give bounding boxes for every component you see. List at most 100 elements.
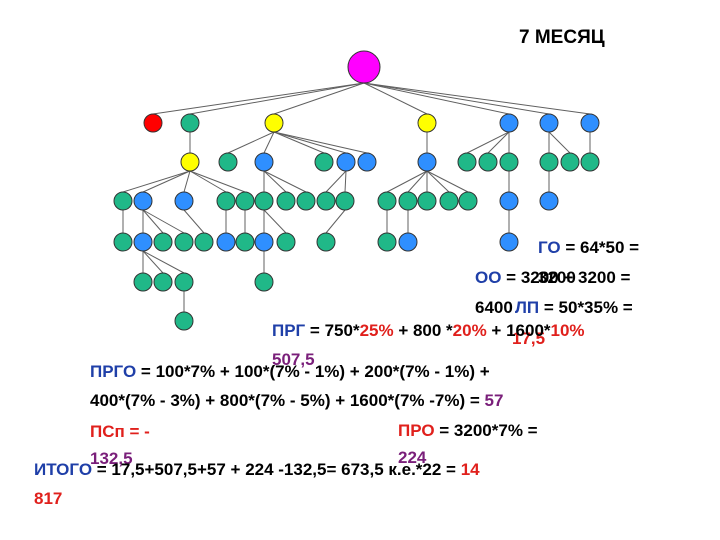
teal-node bbox=[314, 152, 334, 172]
tree-edge bbox=[183, 209, 205, 234]
tree-edge bbox=[407, 170, 428, 193]
teal-node bbox=[113, 232, 133, 252]
teal-node bbox=[174, 272, 194, 292]
prgo-formula-line2: 400*(7% - 3%) + 800*(7% - 5%) + 1600*(7%… bbox=[90, 391, 504, 410]
teal-node bbox=[194, 232, 214, 252]
tree-edge bbox=[142, 250, 185, 274]
teal-node bbox=[254, 272, 274, 292]
teal-node bbox=[218, 152, 238, 172]
tree-edge bbox=[142, 170, 191, 193]
tree-edge bbox=[189, 82, 365, 115]
teal-node bbox=[457, 152, 477, 172]
yellow-node bbox=[180, 152, 200, 172]
teal-node bbox=[254, 191, 274, 211]
itogo-result-continued: 817 bbox=[34, 489, 63, 508]
teal-node bbox=[377, 191, 397, 211]
lp-label: ЛП bbox=[515, 298, 540, 317]
tree-edge bbox=[363, 82, 550, 115]
tree-edge bbox=[263, 170, 307, 193]
itogo-result: 14 bbox=[460, 460, 480, 479]
blue-node bbox=[133, 232, 153, 252]
teal-node bbox=[377, 232, 397, 252]
tree-edge bbox=[426, 170, 469, 193]
teal-node bbox=[539, 152, 559, 172]
blue-node bbox=[357, 152, 377, 172]
blue-node bbox=[580, 113, 600, 133]
teal-node bbox=[316, 191, 336, 211]
lp-formula: ЛП = 50*35% = bbox=[515, 298, 633, 318]
oo-value: 6400 bbox=[475, 298, 513, 317]
teal-node bbox=[174, 232, 194, 252]
go-label: ГО bbox=[538, 238, 561, 257]
blue-node bbox=[417, 152, 437, 172]
blue-node bbox=[499, 113, 519, 133]
blue-node bbox=[499, 232, 519, 252]
itogo-formula: ИТОГО = 17,5+507,5+57 + 224 -132,5= 673,… bbox=[34, 460, 480, 479]
blue-node bbox=[133, 191, 153, 211]
oo-expression: = 3200 + 3200 = bbox=[501, 268, 631, 287]
page-title: 7 МЕСЯЦ bbox=[519, 27, 605, 48]
tree-edge bbox=[273, 131, 347, 154]
tree-edge bbox=[273, 82, 365, 115]
yellow-node bbox=[417, 113, 437, 133]
pro-value: 224 bbox=[398, 448, 427, 467]
prgo-formula-line1: ПРГО = 100*7% + 100*(7% - 1%) + 200*(7% … bbox=[90, 362, 490, 381]
blue-node bbox=[398, 232, 418, 252]
tree-edge bbox=[142, 209, 164, 234]
teal-node bbox=[417, 191, 437, 211]
teal-node bbox=[276, 232, 296, 252]
tree-edge bbox=[227, 131, 275, 154]
teal-node bbox=[580, 152, 600, 172]
teal-node bbox=[458, 191, 478, 211]
pro-label: ПРО bbox=[398, 421, 435, 440]
teal-node bbox=[499, 152, 519, 172]
prg-percent-10: 10% bbox=[550, 321, 585, 340]
prg-percent-25: 25% bbox=[359, 321, 394, 340]
teal-node bbox=[153, 232, 173, 252]
psp-value: 132,5 bbox=[90, 449, 133, 468]
itogo-label: ИТОГО bbox=[34, 460, 93, 479]
teal-node bbox=[153, 272, 173, 292]
psp-formula: ПСп = - bbox=[90, 422, 150, 441]
pro-formula: ПРО = 3200*7% = bbox=[398, 421, 538, 440]
prg-value: 507,5 bbox=[272, 350, 315, 369]
prg-label: ПРГ bbox=[272, 321, 306, 340]
tree-edge bbox=[363, 82, 510, 115]
teal-node bbox=[174, 311, 194, 331]
go-formula: ГО = 64*50 = bbox=[538, 238, 639, 258]
teal-node bbox=[133, 272, 153, 292]
root-node bbox=[347, 50, 381, 84]
teal-node bbox=[113, 191, 133, 211]
teal-node bbox=[335, 191, 355, 211]
tree-edge bbox=[273, 131, 325, 154]
teal-node bbox=[398, 191, 418, 211]
tree-edge bbox=[325, 209, 346, 234]
blue-node bbox=[336, 152, 356, 172]
teal-node bbox=[276, 191, 296, 211]
oo-label: ОО bbox=[475, 268, 502, 287]
teal-node bbox=[235, 191, 255, 211]
blue-node bbox=[539, 113, 559, 133]
tree-edge bbox=[263, 170, 287, 193]
tree-edge bbox=[363, 82, 428, 115]
psp-label: ПСп bbox=[90, 422, 125, 441]
teal-node bbox=[439, 191, 459, 211]
teal-node bbox=[216, 191, 236, 211]
prg-formula: ПРГ = 750*25% + 800 *20% + 1600*10% bbox=[272, 321, 585, 340]
blue-node bbox=[254, 152, 274, 172]
teal-node bbox=[296, 191, 316, 211]
tree-nodes bbox=[113, 50, 600, 331]
teal-node bbox=[316, 232, 336, 252]
prgo-label: ПРГО bbox=[90, 362, 137, 381]
blue-node bbox=[539, 191, 559, 211]
go-expression: = 64*50 = bbox=[560, 238, 640, 257]
tree-edge bbox=[183, 170, 191, 193]
tree-edge bbox=[548, 131, 571, 154]
tree-edge bbox=[426, 170, 450, 193]
tree-edge bbox=[363, 82, 591, 115]
tree-edge bbox=[189, 170, 246, 193]
oo-formula: ОО = 3200 + 3200 = bbox=[475, 268, 631, 288]
tree-edge bbox=[122, 170, 191, 193]
teal-node bbox=[235, 232, 255, 252]
